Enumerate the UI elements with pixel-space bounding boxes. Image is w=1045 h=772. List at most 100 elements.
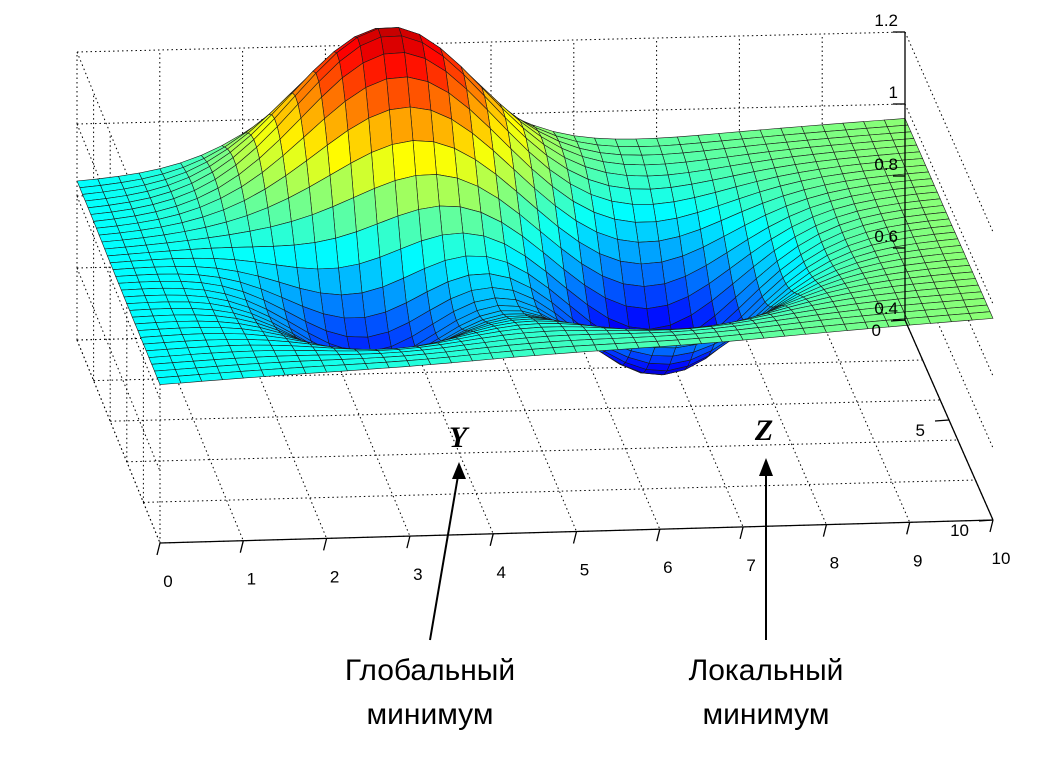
surface-patch (614, 342, 640, 350)
surface-patch (210, 247, 236, 261)
x-tick-mark (406, 535, 411, 549)
y-tick-label: 10 (950, 521, 969, 540)
surface-patch (394, 175, 419, 217)
surface-patch (199, 327, 225, 335)
surface-patch (260, 368, 286, 377)
y-tick-mark (978, 519, 994, 522)
surface-patch (632, 204, 657, 223)
surface-patch (638, 145, 663, 156)
floor-grid-x (573, 327, 661, 530)
surface-patch (614, 218, 639, 243)
caption-global-line1: Глобальный (345, 654, 515, 687)
floor-grid-x (490, 329, 577, 532)
left-wall-grid-h (904, 103, 994, 305)
surface-patch (968, 311, 994, 321)
surface-patch (409, 106, 435, 143)
caption-local-line1: Локальный (689, 654, 844, 687)
x-tick-label: 10 (992, 549, 1011, 568)
z-tick-label: 0.4 (874, 299, 898, 318)
x-tick-mark (906, 522, 911, 535)
surface-patch (144, 294, 169, 303)
surface-patch (645, 362, 671, 372)
surface-patch (174, 266, 200, 276)
surface-patch (614, 138, 640, 148)
side-wall-grid-h (76, 339, 161, 544)
surface-patch (497, 305, 523, 312)
surface-patch (651, 347, 677, 357)
z-tick-label: 1.2 (874, 11, 898, 30)
z-tick-label: 0.8 (874, 155, 898, 174)
surface-patch (198, 372, 223, 382)
x-tick-label: 5 (580, 561, 589, 580)
y-tick-label: 0 (872, 321, 881, 340)
surface-mesh (76, 27, 994, 385)
z-tick-label: 0.6 (874, 227, 898, 246)
floor-grid-y (93, 359, 923, 382)
surface-patch (179, 327, 204, 335)
side-wall-grid-h (76, 195, 161, 400)
z-tick-label: 1 (889, 83, 898, 102)
surface-patch (906, 316, 931, 326)
surface-patch (220, 327, 246, 335)
x-tick-label: 4 (496, 563, 505, 582)
surface-patch (169, 249, 194, 260)
surface-patch (626, 175, 651, 190)
surface-patch (281, 366, 307, 376)
surface-patch (656, 339, 682, 348)
surface-patch (441, 232, 467, 261)
surface-patch (219, 371, 244, 381)
surface-patch (383, 52, 408, 80)
surface-patch (391, 140, 417, 181)
point-label-local: Z (754, 414, 773, 447)
surface-patch (561, 326, 587, 331)
surface-patch (340, 292, 366, 319)
annotations: Y Z Глобальный минимум Локальный минимум (345, 414, 844, 731)
x-tick-label: 2 (330, 567, 339, 586)
floor-grid-x (821, 321, 911, 523)
surface-patch (156, 375, 182, 385)
surface-patch (644, 163, 669, 177)
y-tick-label: 5 (916, 421, 925, 440)
floor-grid-y (110, 399, 941, 422)
surface-patch (133, 266, 158, 276)
surface-patch (418, 205, 443, 242)
surface-patch (314, 350, 340, 356)
surface-patch (130, 259, 155, 269)
surface-patch (270, 344, 296, 351)
surface-patch (634, 221, 660, 243)
surface-patch (223, 333, 248, 340)
x-tick-mark (239, 540, 244, 553)
x-tick-mark (739, 526, 744, 540)
surface-patch (620, 154, 645, 166)
back-wall-grid-h (76, 31, 906, 53)
surface-patch (273, 350, 298, 357)
surface-patch (629, 188, 654, 205)
surface-patch (677, 337, 702, 346)
surface-patch (647, 174, 672, 190)
surface-patch (171, 257, 197, 268)
surface-patch (167, 301, 193, 309)
x-tick-mark (572, 531, 578, 544)
surface-patch (335, 231, 360, 269)
surface-patch (465, 255, 490, 276)
surface-patch (594, 343, 619, 352)
surface-patch (927, 314, 952, 324)
y-tick-mark (934, 419, 950, 422)
surface-patch (314, 237, 339, 270)
surface-patch (640, 261, 666, 287)
surface-patch (622, 283, 648, 310)
surface-patch (194, 314, 219, 323)
x-tick-mark (656, 529, 661, 542)
surface-patch (649, 187, 675, 205)
surface-patch (176, 320, 201, 329)
surface-patch (389, 106, 414, 145)
x-tick-mark (989, 519, 994, 533)
surface-patch (162, 287, 187, 296)
x-tick-mark (156, 542, 161, 556)
surface-patch (439, 205, 464, 236)
surface-patch (552, 345, 577, 355)
surface-patch (377, 27, 403, 38)
surface-patch (531, 347, 557, 356)
